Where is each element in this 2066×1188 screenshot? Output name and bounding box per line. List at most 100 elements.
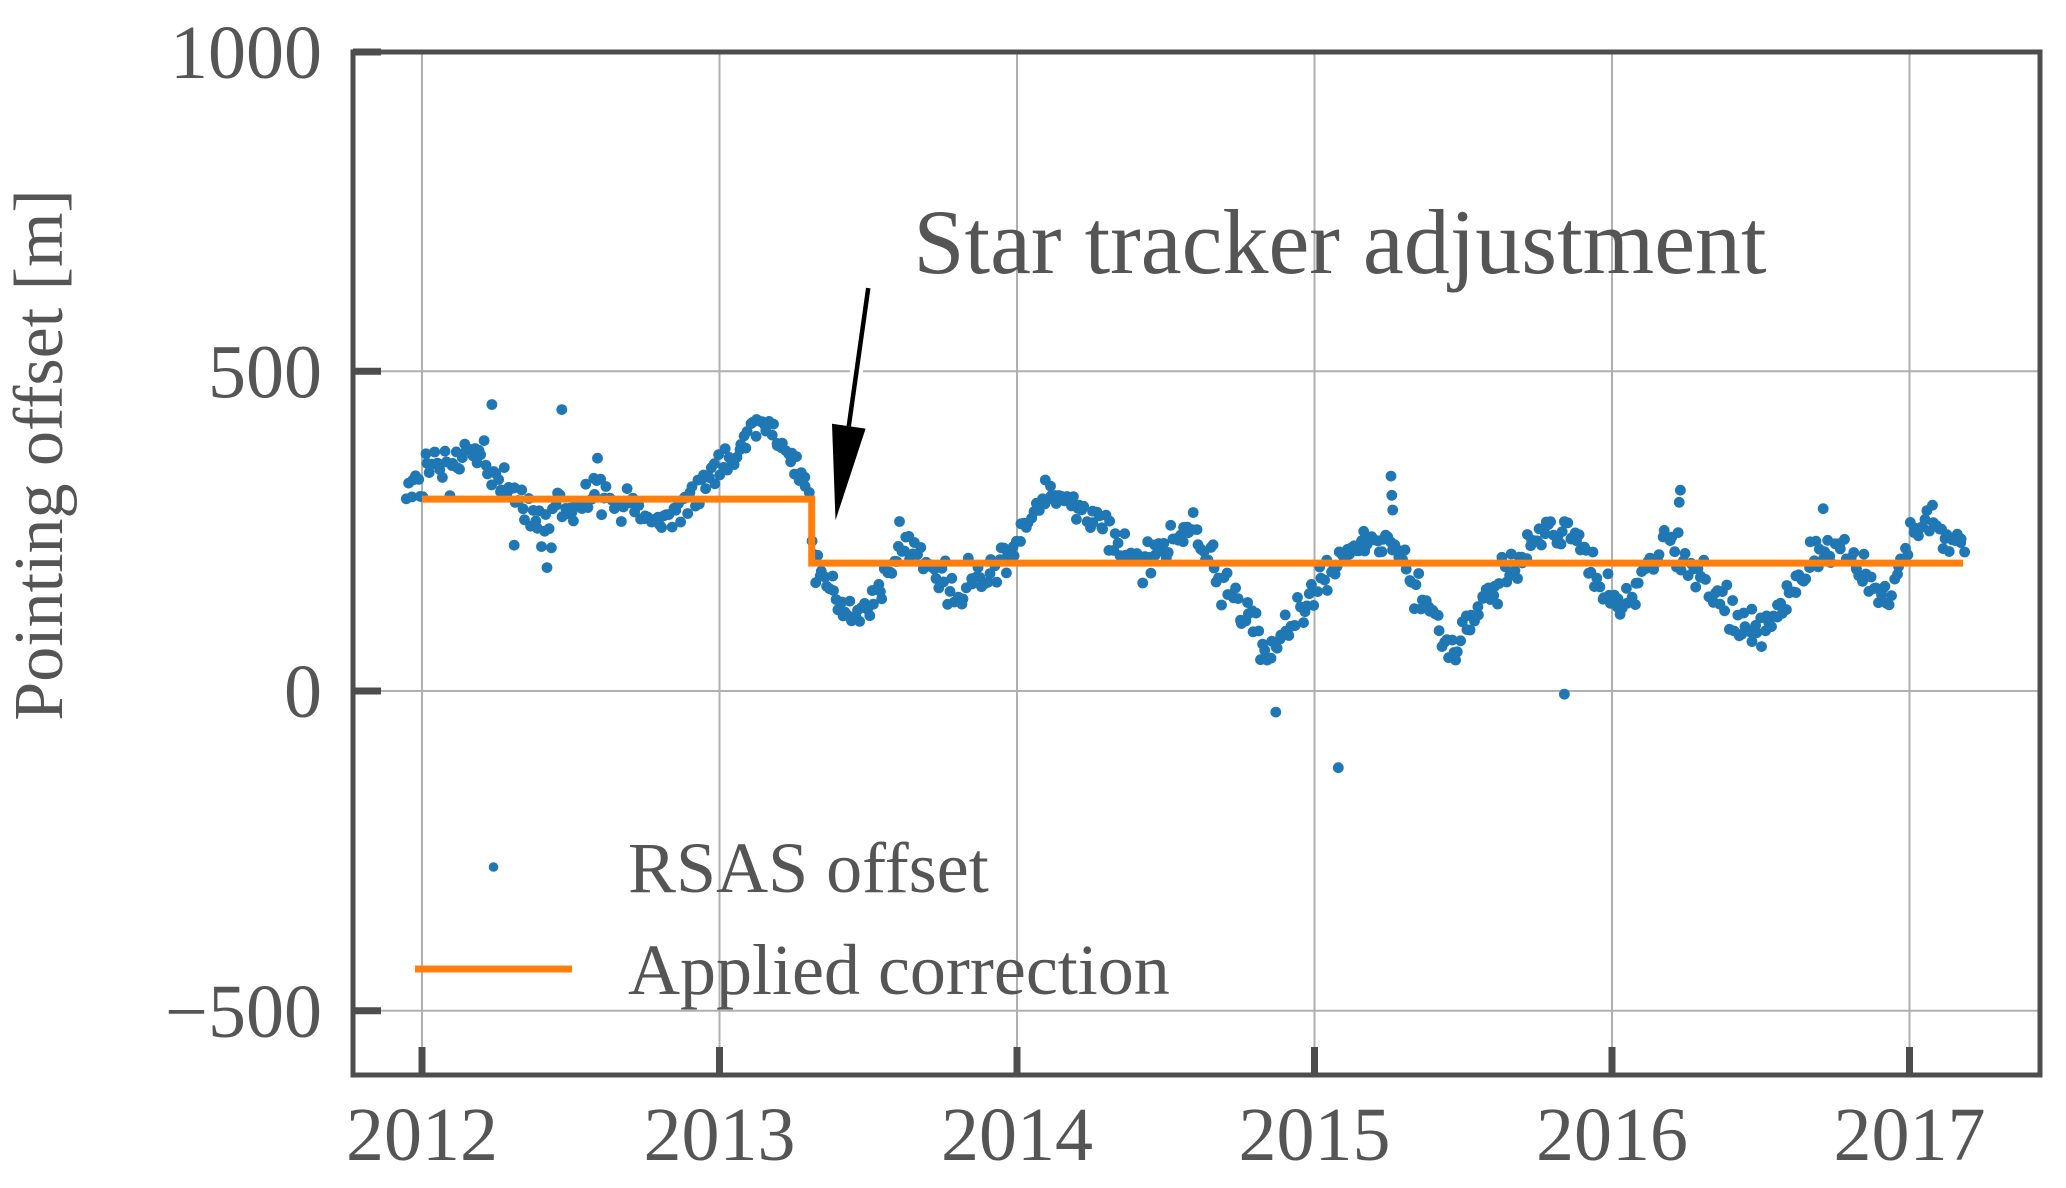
scatter-point <box>1943 546 1955 557</box>
scatter-point <box>454 463 465 475</box>
scatter-point <box>915 542 927 553</box>
scatter-point <box>1512 573 1523 584</box>
scatter-point <box>682 508 694 519</box>
scatter-point <box>1104 515 1115 527</box>
scatter-point <box>719 443 731 454</box>
scatter-outlier-point <box>1387 504 1399 516</box>
scatter-point <box>1886 590 1897 602</box>
scatter-point <box>1738 607 1750 619</box>
scatter-point <box>546 542 557 554</box>
scatter-point <box>1766 621 1777 632</box>
scatter-point <box>1653 549 1665 560</box>
correction-step-line <box>422 495 1964 567</box>
y-tick-label: 0 <box>284 650 322 734</box>
scatter-point <box>543 523 555 535</box>
scatter-outlier-point <box>541 562 553 573</box>
scatter-point <box>1594 581 1606 593</box>
legend-label-rsas-offset: RSAS offset <box>628 828 989 908</box>
scatter-point <box>1259 644 1271 656</box>
scatter-point <box>1221 567 1233 579</box>
scatter-point <box>982 576 994 588</box>
scatter-point <box>633 500 645 511</box>
scatter-point <box>1109 528 1121 539</box>
scatter-outlier-point <box>1386 489 1398 501</box>
scatter-point <box>1690 581 1702 593</box>
scatter-point <box>791 451 802 462</box>
scatter-point <box>1587 546 1599 558</box>
scatter-point <box>984 568 996 579</box>
plot-frame <box>350 49 2043 1078</box>
scatter-point <box>867 598 879 610</box>
scatter-point <box>1562 517 1574 529</box>
scatter-point <box>1919 514 1931 525</box>
y-tick-label: 500 <box>208 330 322 414</box>
scatter-point <box>1848 547 1860 558</box>
scatter-point <box>1721 579 1733 591</box>
y-tick-labels: 1000 500 0 −500 <box>165 11 322 1054</box>
scatter-point <box>1232 593 1244 604</box>
scatter-point <box>1955 533 1967 545</box>
scatter-point <box>1902 549 1914 561</box>
scatter-point <box>423 467 435 478</box>
scatter-point <box>766 429 778 441</box>
scatter-point <box>708 458 720 470</box>
scatter-point <box>1015 536 1026 547</box>
scatter-point <box>1271 642 1283 654</box>
scatter-point <box>1008 550 1020 562</box>
scatter-point <box>1177 536 1189 548</box>
scatter-point <box>1746 636 1758 647</box>
scatter-point <box>1879 580 1891 592</box>
scatter-point <box>1672 527 1684 538</box>
scatter-point <box>621 483 633 494</box>
scatter-outlier-point <box>1673 496 1685 508</box>
scatter-point <box>1250 607 1262 619</box>
scatter-point <box>420 448 432 460</box>
scatter-point <box>1959 546 1970 558</box>
scatter-point <box>1289 620 1301 631</box>
y-tick-label: −500 <box>165 970 322 1054</box>
scatter-point <box>1539 528 1551 540</box>
scatter-point <box>844 595 856 607</box>
scatter-point <box>1727 595 1738 606</box>
arrow-head <box>832 423 866 521</box>
scatter-point <box>854 616 866 627</box>
scatter-point <box>1410 579 1422 591</box>
legend-dot-marker <box>488 862 499 872</box>
scatter-point <box>1145 567 1157 579</box>
scatter-point <box>1488 590 1500 601</box>
scatter-point <box>1505 548 1517 560</box>
scatter-point <box>1781 604 1792 615</box>
scatter-point <box>1446 634 1458 646</box>
scatter-point <box>864 610 876 622</box>
scatter-point <box>615 516 627 527</box>
scatter-point <box>1839 533 1850 545</box>
scatter-outlier-point <box>508 539 520 551</box>
scatter-point <box>1165 519 1177 531</box>
scatter-point <box>1432 610 1444 621</box>
scatter-outlier-point <box>1817 503 1829 515</box>
scatter-point <box>944 586 956 597</box>
scatter-point <box>700 483 711 495</box>
scatter-point <box>828 585 839 596</box>
x-tick-label: 2012 <box>346 1093 498 1177</box>
scatter-point <box>768 418 779 430</box>
scatter-point <box>709 478 721 490</box>
scatter-outlier-point <box>1675 484 1686 496</box>
rsas-offset-scatter <box>400 399 1970 774</box>
scatter-point <box>886 567 898 579</box>
scatter-point <box>1306 579 1317 590</box>
scatter-point <box>1927 499 1938 511</box>
x-tick-label: 2013 <box>644 1093 796 1177</box>
scatter-point <box>1068 491 1079 502</box>
scatter-point <box>946 572 958 584</box>
scatter-point <box>740 442 752 454</box>
scatter-point <box>429 446 441 458</box>
scatter-point <box>1858 548 1870 560</box>
scatter-point <box>1413 568 1425 579</box>
scatter-point <box>1612 593 1624 605</box>
scatter-point <box>471 457 483 469</box>
scatter-point <box>1158 538 1170 549</box>
scatter-point <box>1078 500 1090 512</box>
